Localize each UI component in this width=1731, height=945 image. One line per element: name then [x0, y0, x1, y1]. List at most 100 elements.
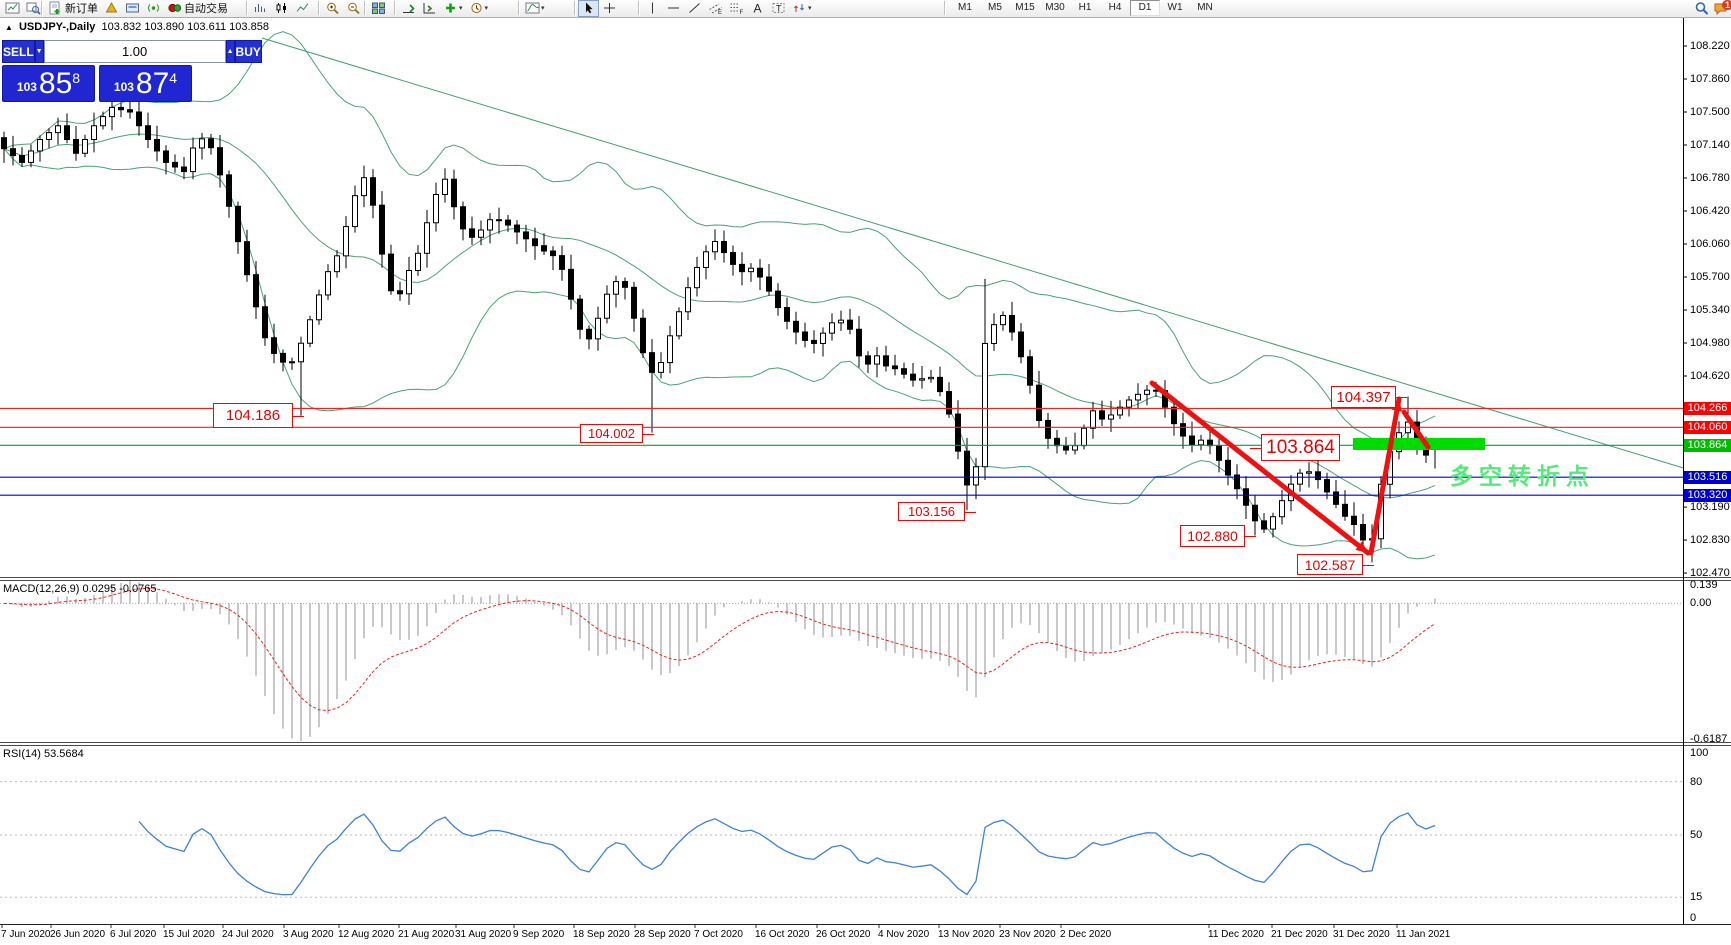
- chevron-down-icon[interactable]: ▾: [541, 5, 545, 12]
- date-label[interactable]: 12 Aug 2020: [338, 929, 395, 940]
- y-axis-label[interactable]: 106.780: [1690, 172, 1730, 184]
- crosshair-icon[interactable]: [599, 0, 620, 17]
- timeframe-h1[interactable]: H1: [1078, 2, 1092, 13]
- panel-separator[interactable]: [0, 577, 1731, 578]
- trendline-icon[interactable]: [684, 0, 705, 17]
- volume-down-button[interactable]: ▼: [34, 40, 44, 63]
- y-axis-label[interactable]: 106.420: [1690, 205, 1730, 217]
- fibonacci-icon[interactable]: F: [726, 0, 747, 17]
- date-label[interactable]: 15 Jul 2020: [163, 929, 215, 940]
- date-label[interactable]: 31 Dec 2020: [1333, 929, 1390, 940]
- horizontal-line-icon[interactable]: [663, 0, 684, 17]
- date-label[interactable]: 21 Aug 2020: [398, 929, 455, 940]
- strategy-tester-icon[interactable]: [143, 0, 164, 17]
- profiles-icon[interactable]: [23, 0, 44, 17]
- date-label[interactable]: 3 Aug 2020: [283, 929, 334, 940]
- y-axis-label[interactable]: 105.340: [1690, 304, 1730, 316]
- chevron-down-icon[interactable]: ▾: [808, 5, 812, 12]
- date-label[interactable]: 16 Oct 2020: [755, 929, 810, 940]
- vertical-line-icon[interactable]: [642, 0, 663, 17]
- price-callout[interactable]: 102.587: [1297, 554, 1374, 575]
- date-label[interactable]: 24 Jul 2020: [222, 929, 274, 940]
- y-axis-label[interactable]: 107.500: [1690, 106, 1730, 118]
- y-axis-label[interactable]: 104.980: [1690, 337, 1730, 349]
- chevron-down-icon[interactable]: ▾: [484, 5, 489, 12]
- auto-scroll-icon[interactable]: [398, 0, 419, 17]
- zoom-in-icon[interactable]: [322, 0, 343, 17]
- chat-icon[interactable]: 1: [1713, 0, 1731, 15]
- date-label[interactable]: 6 Jul 2020: [110, 929, 157, 940]
- y-axis-label[interactable]: 107.860: [1690, 73, 1730, 85]
- buy-price-tile[interactable]: 103 87 4: [99, 65, 192, 102]
- date-label[interactable]: 18 Sep 2020: [573, 929, 630, 940]
- date-label[interactable]: 2 Dec 2020: [1060, 929, 1112, 940]
- candle-chart-icon[interactable]: [271, 0, 292, 17]
- timeframe-m15[interactable]: M15: [1015, 2, 1035, 13]
- templates-icon[interactable]: ▾: [522, 0, 548, 17]
- y-axis-label[interactable]: 102.470: [1690, 567, 1730, 580]
- panel-separator[interactable]: [0, 742, 1731, 743]
- date-label[interactable]: 31 Aug 2020: [455, 929, 512, 940]
- y-axis-label[interactable]: 103.190: [1690, 501, 1730, 514]
- timeframe-m30[interactable]: M30: [1045, 2, 1065, 13]
- zoom-out-icon[interactable]: [343, 0, 364, 17]
- date-label[interactable]: 7 Oct 2020: [694, 929, 743, 940]
- price-callout[interactable]: 103.156: [898, 502, 976, 521]
- volume-input[interactable]: [43, 40, 226, 63]
- timeframe-h4[interactable]: H4: [1108, 2, 1122, 13]
- market-watch-icon[interactable]: [101, 0, 122, 17]
- tile-windows-icon[interactable]: [368, 0, 389, 17]
- price-callout[interactable]: 103.864: [1250, 434, 1340, 461]
- sell-price-tile[interactable]: 103 85 8: [2, 65, 95, 102]
- date-label[interactable]: 7 Jun 2020: [1, 929, 51, 940]
- sell-button[interactable]: SELL: [2, 40, 35, 63]
- equidistant-channel-icon[interactable]: E: [705, 0, 726, 17]
- text-label-icon: T: [771, 1, 786, 15]
- new-order-button[interactable]: 新订单: [45, 0, 101, 17]
- date-label[interactable]: 13 Nov 2020: [938, 929, 995, 940]
- panel-separator[interactable]: [0, 745, 1731, 746]
- price-callout[interactable]: 102.880: [1180, 525, 1256, 547]
- price-callout[interactable]: 104.186: [213, 403, 304, 428]
- timeframe-w1[interactable]: W1: [1167, 2, 1183, 13]
- date-label[interactable]: 26 Oct 2020: [816, 929, 871, 940]
- timeframe-m5[interactable]: M5: [988, 2, 1002, 13]
- y-axis-label[interactable]: 102.830: [1690, 534, 1730, 547]
- y-axis-label[interactable]: 108.220: [1690, 40, 1730, 52]
- panel-separator[interactable]: [0, 580, 1731, 581]
- timeframe-mn[interactable]: MN: [1197, 2, 1213, 13]
- date-label[interactable]: 11 Dec 2020: [1208, 929, 1264, 940]
- date-label[interactable]: 28 Sep 2020: [634, 929, 691, 940]
- date-label[interactable]: 4 Nov 2020: [878, 929, 930, 940]
- timeframe-d1[interactable]: D1: [1130, 0, 1160, 16]
- y-axis-label[interactable]: 107.140: [1690, 139, 1730, 151]
- search-icon[interactable]: [1694, 1, 1709, 15]
- price-callout[interactable]: 104.002: [580, 424, 654, 443]
- chevron-down-icon[interactable]: ▾: [459, 5, 463, 12]
- text-icon[interactable]: A: [747, 0, 768, 17]
- chart-shift-icon[interactable]: [419, 0, 440, 17]
- y-axis-label[interactable]: 105.700: [1690, 271, 1730, 283]
- price-callout[interactable]: 104.397: [1331, 386, 1407, 408]
- date-label[interactable]: 26 Jun 2020: [50, 929, 106, 940]
- new-chart-icon[interactable]: [2, 0, 23, 17]
- y-axis-label[interactable]: 104.620: [1690, 370, 1730, 382]
- periods-icon[interactable]: ▾: [466, 0, 492, 17]
- date-label[interactable]: 21 Dec 2020: [1271, 929, 1328, 940]
- buy-button[interactable]: BUY: [234, 40, 262, 63]
- terminal-icon[interactable]: [122, 0, 143, 17]
- timeframe-m1[interactable]: M1: [958, 2, 972, 13]
- y-axis-label[interactable]: 106.060: [1690, 238, 1730, 250]
- date-label[interactable]: 11 Jan 2021: [1396, 929, 1451, 940]
- bar-chart-icon[interactable]: [250, 0, 271, 17]
- text-label-icon[interactable]: T: [768, 0, 789, 17]
- indicators-icon[interactable]: ▾: [440, 0, 466, 17]
- cursor-icon[interactable]: [578, 0, 599, 17]
- line-chart-icon[interactable]: [292, 0, 313, 17]
- volume-up-button[interactable]: ▲: [225, 40, 235, 63]
- autotrade-button[interactable]: 自动交易: [164, 0, 231, 17]
- turning-point-annotation[interactable]: 多空转折点: [1450, 463, 1595, 489]
- date-label[interactable]: 9 Sep 2020: [513, 929, 565, 940]
- date-label[interactable]: 23 Nov 2020: [999, 929, 1056, 940]
- arrows-icon[interactable]: ▾: [789, 0, 815, 17]
